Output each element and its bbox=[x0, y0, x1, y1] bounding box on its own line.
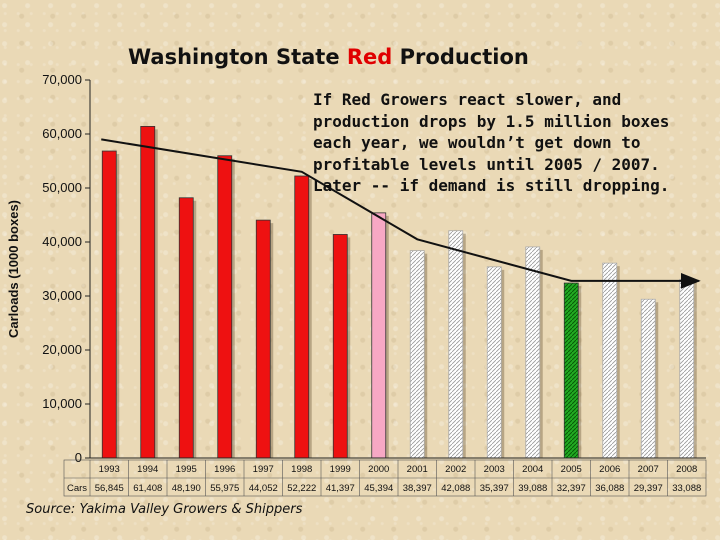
y-tick-label: 70,000 bbox=[42, 72, 82, 87]
x-tick-label: 2000 bbox=[368, 464, 389, 475]
y-tick-label: 50,000 bbox=[42, 180, 82, 195]
y-tick-label: 0 bbox=[75, 450, 82, 465]
x-tick-label: 1999 bbox=[330, 464, 351, 475]
x-tick-label: 1995 bbox=[176, 464, 197, 475]
data-label: 41,397 bbox=[326, 483, 355, 494]
bar-1999 bbox=[332, 234, 348, 459]
x-tick-label: 2008 bbox=[676, 464, 697, 475]
annotation-text: If Red Growers react slower, and product… bbox=[313, 90, 670, 195]
bar-1996 bbox=[217, 155, 233, 459]
bar-1993 bbox=[101, 150, 117, 459]
bar-1994 bbox=[140, 125, 156, 459]
bar-2006 bbox=[602, 262, 618, 459]
data-label: 56,845 bbox=[95, 483, 124, 494]
x-tick-label: 2003 bbox=[484, 464, 505, 475]
bar-2005 bbox=[563, 282, 579, 459]
data-label: 61,408 bbox=[133, 483, 162, 494]
data-label: 29,397 bbox=[634, 483, 663, 494]
data-label: 45,394 bbox=[364, 483, 393, 494]
bars bbox=[101, 125, 697, 459]
data-label: 38,397 bbox=[403, 483, 432, 494]
chart-title: Washington State Red Production bbox=[128, 45, 529, 69]
y-tick-label: 10,000 bbox=[42, 396, 82, 411]
x-tick-label: 2004 bbox=[522, 464, 543, 475]
bar-2003 bbox=[486, 266, 502, 459]
x-tick-label: 1993 bbox=[99, 464, 120, 475]
y-tick-label: 60,000 bbox=[42, 126, 82, 141]
data-label: 55,975 bbox=[210, 483, 239, 494]
x-tick-label: 2005 bbox=[561, 464, 582, 475]
x-tick-label: 2007 bbox=[638, 464, 659, 475]
x-tick-label: 1994 bbox=[137, 464, 158, 475]
x-tick-label: 2001 bbox=[407, 464, 428, 475]
data-label: 35,397 bbox=[480, 483, 509, 494]
y-tick-label: 30,000 bbox=[42, 288, 82, 303]
data-label: 39,088 bbox=[518, 483, 547, 494]
bar-1997 bbox=[255, 219, 271, 459]
y-axis-ticks: 0 10,000 20,000 30,000 40,000 50,000 60,000 70,… bbox=[42, 72, 90, 465]
x-tick-label: 1997 bbox=[253, 464, 274, 475]
data-label: 52,222 bbox=[287, 483, 316, 494]
x-tick-label: 1998 bbox=[291, 464, 312, 475]
source-note: Source: Yakima Valley Growers & Shippers bbox=[26, 502, 303, 517]
bar-2000 bbox=[371, 212, 387, 459]
bar-2007 bbox=[640, 298, 656, 459]
data-label: 48,190 bbox=[172, 483, 201, 494]
data-label: 42,088 bbox=[441, 483, 470, 494]
data-table: Cars 1993 56,845 1994 61,408 1995 48,190 1996 55… bbox=[63, 459, 707, 497]
bar-1995 bbox=[178, 197, 194, 459]
y-tick-label: 40,000 bbox=[42, 234, 82, 249]
y-tick-label: 20,000 bbox=[42, 342, 82, 357]
y-axis-label: Carloads (1000 boxes) bbox=[6, 200, 21, 338]
bar-2001 bbox=[409, 250, 425, 459]
data-label: 33,088 bbox=[672, 483, 701, 494]
data-label: 36,088 bbox=[595, 483, 624, 494]
x-tick-label: 2002 bbox=[445, 464, 466, 475]
trend-line-path bbox=[101, 138, 701, 289]
bar-2004 bbox=[525, 246, 541, 459]
table-row-label: Cars bbox=[67, 483, 87, 494]
data-label: 44,052 bbox=[249, 483, 278, 494]
trend-line bbox=[101, 138, 701, 289]
x-tick-label: 2006 bbox=[599, 464, 620, 475]
x-tick-label: 1996 bbox=[214, 464, 235, 475]
bar-2002 bbox=[448, 230, 464, 459]
bar-2008 bbox=[679, 278, 695, 459]
data-label: 32,397 bbox=[557, 483, 586, 494]
bar-1998 bbox=[294, 175, 310, 459]
